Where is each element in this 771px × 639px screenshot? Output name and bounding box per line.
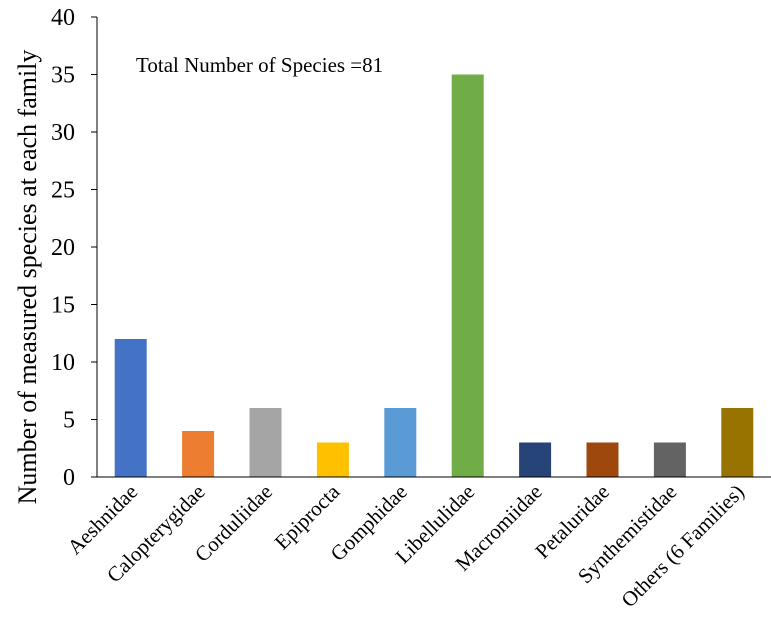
bar-corduliidae — [249, 408, 282, 477]
bars-group — [114, 74, 754, 477]
x-category-label: Others (6 Families) — [616, 480, 748, 612]
bar-others-6-families — [721, 408, 754, 477]
bar-petaluridae — [586, 442, 619, 477]
bar-macromiidae — [519, 442, 552, 477]
y-axis-ticks: 0 5 10 15 20 25 30 35 40 — [51, 5, 97, 491]
y-axis-title: Number of measured species at each famil… — [13, 50, 42, 505]
y-tick-label: 40 — [51, 5, 75, 31]
y-tick-label: 35 — [51, 63, 75, 89]
y-tick-label: 0 — [63, 465, 75, 491]
bar-epiprocta — [316, 442, 349, 477]
y-tick-label: 5 — [63, 408, 75, 434]
y-tick-label: 30 — [51, 120, 75, 146]
bar-gomphidae — [384, 408, 417, 477]
x-axis-labels: AeshnidaeCalopterygidaeCorduliidaeEpipro… — [63, 479, 749, 612]
y-tick-label: 15 — [51, 293, 75, 319]
bar-calopterygidae — [182, 431, 215, 477]
y-tick-label: 25 — [51, 178, 75, 204]
bar-aeshnidae — [114, 339, 147, 477]
bar-libellulidae — [451, 74, 484, 477]
bar-synthemistidae — [653, 442, 686, 477]
y-tick-label: 10 — [51, 350, 75, 376]
y-tick-label: 20 — [51, 235, 75, 261]
total-species-annotation: Total Number of Species =81 — [136, 53, 383, 77]
